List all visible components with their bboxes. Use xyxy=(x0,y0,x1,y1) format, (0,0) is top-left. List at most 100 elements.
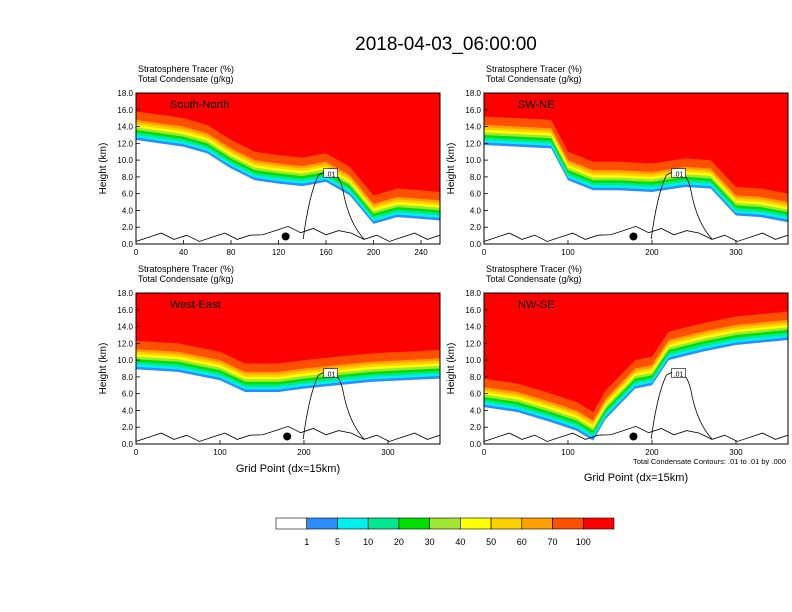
y-tick-label: 14.0 xyxy=(465,323,481,332)
x-tick-label: 300 xyxy=(729,448,743,457)
panel-sw-ne: .01 SW-NE Stratosphere Tracer (%)Total Con… xyxy=(446,64,789,257)
x-axis-label: Grid Point (dx=15km) xyxy=(584,472,688,484)
y-tick-label: 10.0 xyxy=(117,156,133,165)
terrain-line xyxy=(136,225,440,242)
panel-title: NW-SE xyxy=(518,299,554,311)
y-tick-label: 18.0 xyxy=(465,89,481,98)
legend-line-2: Total Condensate (g/kg) xyxy=(138,274,234,284)
y-tick-label: 2.0 xyxy=(122,423,134,432)
contour-footnote: Total Condensate Contours: .01 to .01 by… xyxy=(633,457,786,466)
y-axis-label: Height (km) xyxy=(98,143,109,195)
legend-line-1: Stratosphere Tracer (%) xyxy=(486,264,582,274)
y-tick-label: 8.0 xyxy=(470,173,482,182)
plot-frame xyxy=(483,92,789,245)
y-tick-label: 6.0 xyxy=(122,190,134,199)
tracer-band-0 xyxy=(484,293,788,413)
y-tick-label: 8.0 xyxy=(122,173,134,182)
tracer-fill: .01 xyxy=(484,93,788,244)
x-tick-label: 200 xyxy=(645,448,659,457)
plot-frame xyxy=(135,92,441,245)
plot-frame xyxy=(483,292,789,445)
x-tick-label: 120 xyxy=(272,248,286,257)
panel-west-east: .01 West-East Stratosphere Tracer (%)Total… xyxy=(98,264,441,475)
y-axis-label: Height (km) xyxy=(446,343,457,395)
x-axis-label: Grid Point (dx=15km) xyxy=(236,463,340,475)
colorbar-swatch xyxy=(337,517,369,530)
colorbar-swatch xyxy=(552,517,584,530)
colorbar-label: 20 xyxy=(394,537,404,547)
colorbar-swatch xyxy=(398,517,430,530)
location-marker xyxy=(283,432,292,441)
colorbar-label: 40 xyxy=(455,537,465,547)
y-tick-label: 6.0 xyxy=(122,390,134,399)
contour-label: .01 xyxy=(674,372,684,379)
x-tick-label: 240 xyxy=(414,248,428,257)
colorbar-label: 5 xyxy=(335,537,340,547)
tracer-band-0 xyxy=(136,293,440,364)
y-tick-label: 4.0 xyxy=(470,206,482,215)
y-axis-label: Height (km) xyxy=(98,343,109,395)
colorbar-label: 50 xyxy=(486,537,496,547)
colorbar-swatch xyxy=(306,517,338,530)
y-tick-label: 0.0 xyxy=(470,440,482,449)
y-tick-label: 12.0 xyxy=(465,339,481,348)
y-tick-label: 16.0 xyxy=(465,106,481,115)
x-tick-label: 300 xyxy=(381,448,395,457)
x-tick-label: 160 xyxy=(319,248,333,257)
y-tick-label: 4.0 xyxy=(122,406,134,415)
legend-line-1: Stratosphere Tracer (%) xyxy=(138,64,234,74)
x-tick-label: 0 xyxy=(134,248,139,257)
y-tick-label: 10.0 xyxy=(117,356,133,365)
terrain-line xyxy=(136,425,440,442)
contour-label: .01 xyxy=(326,372,336,379)
y-tick-label: 14.0 xyxy=(117,123,133,132)
terrain-line xyxy=(484,425,788,442)
x-tick-label: 0 xyxy=(482,448,487,457)
tracer-band-0 xyxy=(484,93,788,194)
y-tick-label: 18.0 xyxy=(117,89,133,98)
x-tick-label: 200 xyxy=(645,248,659,257)
figure-title: 2018-04-03_06:00:00 xyxy=(355,34,537,55)
colorbar-label: 60 xyxy=(517,537,527,547)
y-tick-label: 18.0 xyxy=(117,289,133,298)
x-tick-label: 40 xyxy=(179,248,188,257)
contour-label: .01 xyxy=(674,172,684,179)
x-tick-label: 200 xyxy=(297,448,311,457)
tracer-fill: .01 xyxy=(484,293,788,444)
y-tick-label: 2.0 xyxy=(470,423,482,432)
colorbar-swatch xyxy=(521,517,553,530)
contour-label-box xyxy=(671,168,686,178)
y-tick-label: 0.0 xyxy=(470,240,482,249)
y-tick-label: 4.0 xyxy=(122,206,134,215)
legend-line-1: Stratosphere Tracer (%) xyxy=(486,64,582,74)
tracer-fill: .01 xyxy=(136,93,440,244)
y-tick-label: 14.0 xyxy=(465,123,481,132)
y-tick-label: 16.0 xyxy=(117,306,133,315)
y-tick-label: 2.0 xyxy=(122,223,134,232)
legend-line-2: Total Condensate (g/kg) xyxy=(486,274,582,284)
y-tick-label: 6.0 xyxy=(470,190,482,199)
colorbar-swatch xyxy=(275,517,308,530)
x-tick-label: 100 xyxy=(561,448,575,457)
location-marker xyxy=(629,432,638,441)
location-marker xyxy=(281,232,290,241)
x-tick-label: 100 xyxy=(561,248,575,257)
y-tick-label: 10.0 xyxy=(465,356,481,365)
tracer-fill: .01 xyxy=(136,293,440,444)
x-tick-label: 200 xyxy=(367,248,381,257)
legend-line-2: Total Condensate (g/kg) xyxy=(486,74,582,84)
y-tick-label: 18.0 xyxy=(465,289,481,298)
colorbar-swatch xyxy=(582,517,615,530)
terrain-line xyxy=(484,225,788,242)
plot-frame xyxy=(135,292,441,445)
contour-label-box xyxy=(323,168,338,178)
y-tick-label: 12.0 xyxy=(117,139,133,148)
panel-title: South-North xyxy=(170,99,229,111)
colorbar: 1 5 10 20 30 40 50 60 70 100 xyxy=(275,517,615,547)
colorbar-label: 1 xyxy=(304,537,309,547)
colorbar-swatch xyxy=(367,517,400,530)
panel-south-north: .01 South-North Stratosphere Tracer (%)Tot… xyxy=(98,64,441,257)
contour-label-box xyxy=(671,368,686,378)
y-tick-label: 4.0 xyxy=(470,406,482,415)
